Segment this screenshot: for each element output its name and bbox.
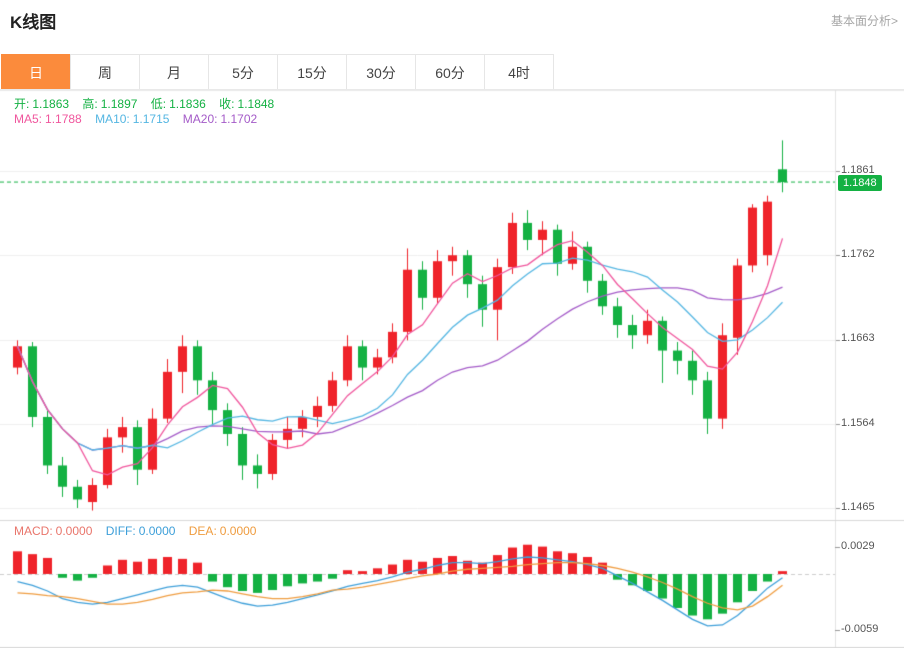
macd-legend: MACD: 0.0000 DIFF: 0.0000 DEA: 0.0000 <box>14 524 266 538</box>
page-title: K线图 <box>10 13 57 32</box>
tab-week[interactable]: 周 <box>70 54 140 90</box>
fundamental-analysis-link[interactable]: 基本面分析> <box>830 14 898 28</box>
tabs-divider <box>0 89 904 90</box>
tab-15min[interactable]: 15分 <box>277 54 347 90</box>
tab-30min[interactable]: 30分 <box>346 54 416 90</box>
ohlc-low: 低: 1.1836 <box>150 97 206 111</box>
current-price-badge: 1.1848 <box>838 175 882 191</box>
period-tabs: 日 周 月 5分 15分 30分 60分 4时 <box>1 54 554 90</box>
price-axis-label: 1.1663 <box>841 332 875 344</box>
macd-value-legend: MACD: 0.0000 <box>14 524 93 538</box>
ma20-legend: MA20: 1.1702 <box>182 112 258 126</box>
tab-4hour[interactable]: 4时 <box>484 54 554 90</box>
ma10-legend: MA10: 1.1715 <box>95 112 170 126</box>
tab-month[interactable]: 月 <box>139 54 209 90</box>
tab-day[interactable]: 日 <box>1 54 71 90</box>
macd-axis-label: 0.0029 <box>841 540 875 552</box>
ma-legend: MA5: 1.1788 MA10: 1.1715 MA20: 1.1702 <box>14 112 267 126</box>
ohlc-close: 收: 1.1848 <box>219 97 275 111</box>
tab-5min[interactable]: 5分 <box>208 54 278 90</box>
ohlc-legend: 开: 1.1863 高: 1.1897 低: 1.1836 收: 1.1848 <box>14 95 284 112</box>
macd-axis-label: -0.0059 <box>841 623 879 635</box>
price-axis-label: 1.1861 <box>841 164 875 176</box>
tab-60min[interactable]: 60分 <box>415 54 485 90</box>
diff-value-legend: DIFF: 0.0000 <box>105 524 176 538</box>
price-axis-label: 1.1762 <box>841 248 875 260</box>
kline-chart-canvas[interactable] <box>0 90 904 648</box>
ohlc-high: 高: 1.1897 <box>82 97 138 111</box>
ohlc-open: 开: 1.1863 <box>14 97 70 111</box>
ma5-legend: MA5: 1.1788 <box>14 112 82 126</box>
dea-value-legend: DEA: 0.0000 <box>188 524 257 538</box>
price-axis-label: 1.1564 <box>841 417 875 429</box>
price-axis-label: 1.1465 <box>841 501 875 513</box>
